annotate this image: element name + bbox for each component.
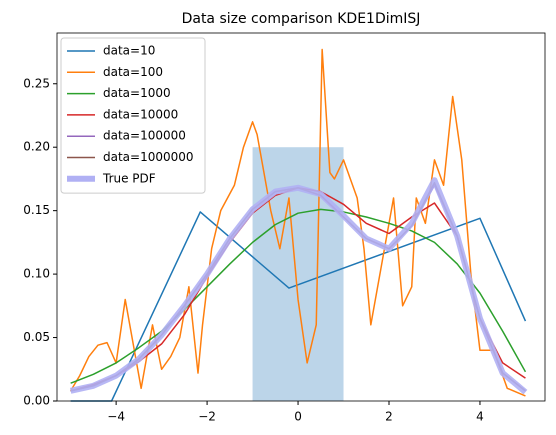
data-line <box>70 208 527 384</box>
legend-label: data=10 <box>103 44 155 58</box>
y-tick-label: 0.15 <box>23 203 50 217</box>
data-line <box>69 48 526 397</box>
y-tick-label: 0.20 <box>23 140 50 154</box>
plot-frame <box>56 32 546 402</box>
legend-label: data=10000 <box>103 107 178 121</box>
legend-label: data=1000000 <box>103 150 194 164</box>
chart-title: Data size comparison KDE1DimISJ <box>182 11 421 27</box>
x-tick-label: −4 <box>107 410 125 424</box>
y-tick-label: 0.10 <box>23 267 50 281</box>
y-tick-label: 0.25 <box>23 76 50 90</box>
data-line <box>69 177 528 395</box>
x-tick-label: −2 <box>198 410 216 424</box>
legend-label: data=100 <box>103 65 163 79</box>
legend-label: True PDF <box>102 171 156 185</box>
x-tick-label: 0 <box>294 410 302 424</box>
x-tick-label: 4 <box>476 410 484 424</box>
x-tick-label: 2 <box>385 410 393 424</box>
y-tick-label: 0.00 <box>23 394 50 408</box>
legend-box <box>60 37 206 194</box>
y-tick-label: 0.05 <box>23 330 50 344</box>
legend-label: data=1000 <box>103 86 171 100</box>
legend-label: data=100000 <box>103 129 186 143</box>
